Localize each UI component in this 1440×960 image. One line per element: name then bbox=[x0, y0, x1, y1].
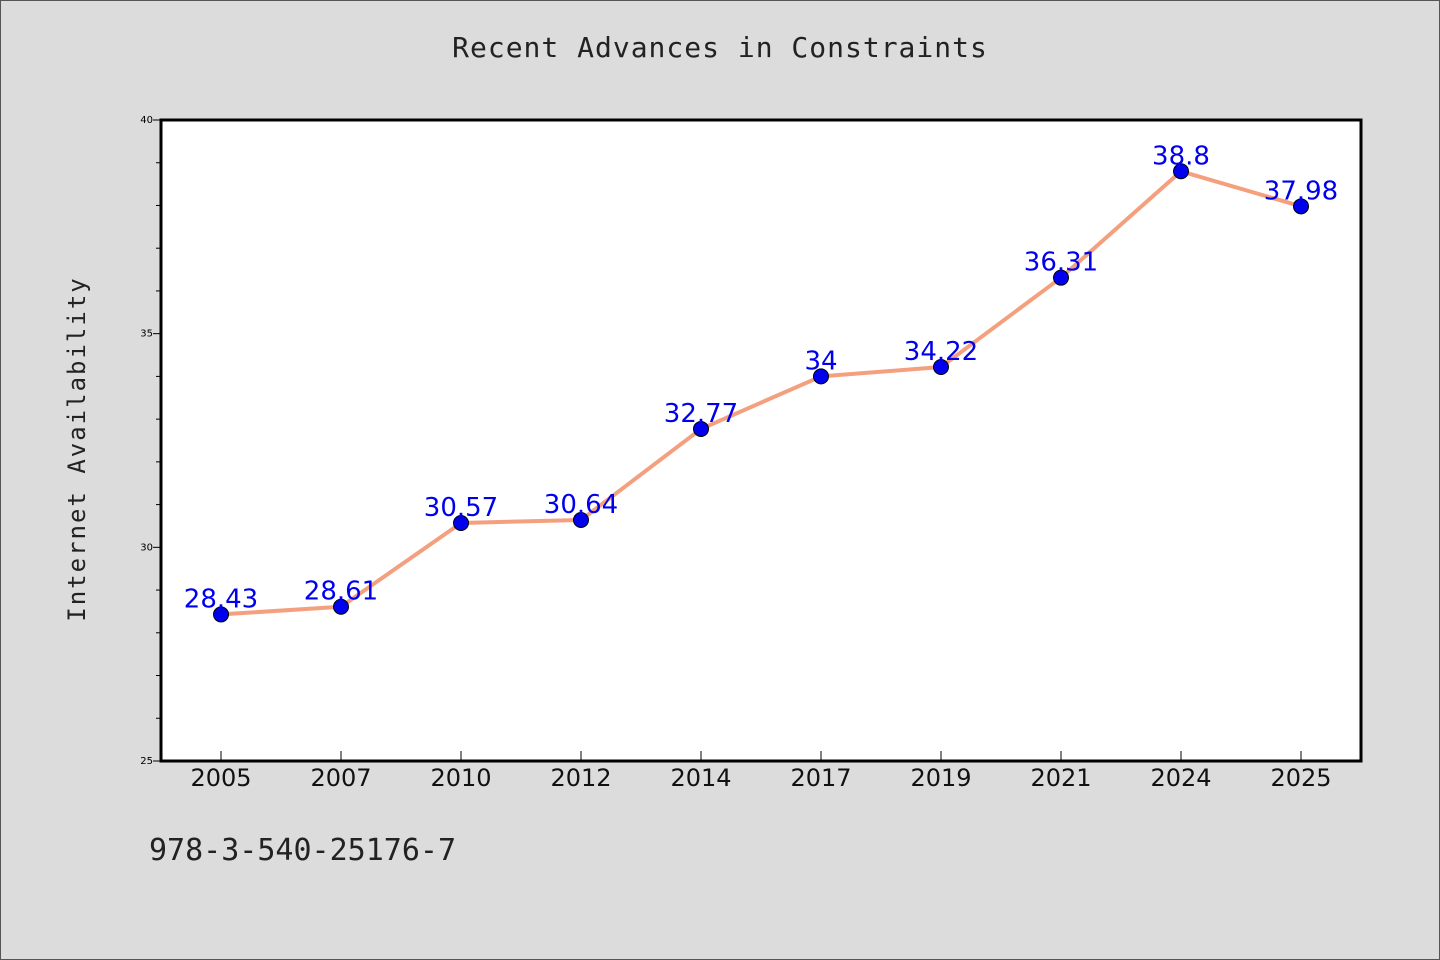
x-tick-label: 2012 bbox=[550, 764, 611, 792]
data-labels: 28.43 28.61 30.57 30.64 32.77 34 34.22 36.31 38.… bbox=[184, 141, 1338, 614]
x-tick-label: 2010 bbox=[430, 764, 491, 792]
x-tick-label: 2017 bbox=[790, 764, 851, 792]
data-label: 32.77 bbox=[664, 399, 738, 429]
x-tick-label: 2014 bbox=[670, 764, 731, 792]
data-point bbox=[693, 420, 709, 437]
data-label: 30.57 bbox=[424, 493, 498, 523]
data-point bbox=[573, 511, 589, 528]
isbn-footnote: 978-3-540-25176-7 bbox=[149, 833, 457, 868]
data-label: 28.61 bbox=[304, 577, 378, 607]
data-point bbox=[1173, 163, 1189, 180]
x-tick-label: 2021 bbox=[1030, 764, 1091, 792]
x-tick-label: 2024 bbox=[1150, 764, 1211, 792]
data-label: 34 bbox=[804, 346, 837, 376]
data-label: 36.31 bbox=[1024, 248, 1098, 278]
data-label: 37.98 bbox=[1264, 176, 1338, 206]
x-tick-label: 2019 bbox=[910, 764, 971, 792]
data-point bbox=[933, 358, 949, 375]
y-tick-label: 30 bbox=[140, 542, 153, 553]
data-point bbox=[813, 368, 829, 385]
y-axis-title: Internet Availability bbox=[63, 276, 91, 622]
y-tick-label: 40 bbox=[140, 115, 153, 126]
x-tick-label: 2005 bbox=[190, 764, 251, 792]
series-line bbox=[219, 169, 1303, 617]
data-point bbox=[1293, 198, 1309, 215]
data-label: 34.22 bbox=[904, 337, 978, 367]
data-point bbox=[1053, 269, 1069, 286]
x-axis-ticks: 2005 2007 2010 2012 2014 2017 2019 2021 2024 2025 bbox=[190, 751, 1332, 792]
x-tick-label: 2025 bbox=[1270, 764, 1331, 792]
data-markers bbox=[213, 163, 1309, 623]
y-tick-label: 25 bbox=[140, 756, 153, 767]
data-label: 38.8 bbox=[1152, 141, 1210, 171]
data-point bbox=[333, 598, 349, 615]
y-tick-label: 35 bbox=[140, 329, 153, 340]
plot-frame bbox=[159, 118, 1363, 763]
x-tick-label: 2007 bbox=[310, 764, 371, 792]
plot-area bbox=[161, 120, 1361, 761]
data-point bbox=[453, 514, 469, 531]
data-label: 30.64 bbox=[544, 490, 618, 520]
y-axis-ticks: 25 30 35 40 bbox=[140, 115, 161, 767]
data-point bbox=[213, 606, 229, 623]
data-label: 28.43 bbox=[184, 584, 258, 614]
chart-title: Recent Advances in Constraints bbox=[452, 31, 988, 64]
